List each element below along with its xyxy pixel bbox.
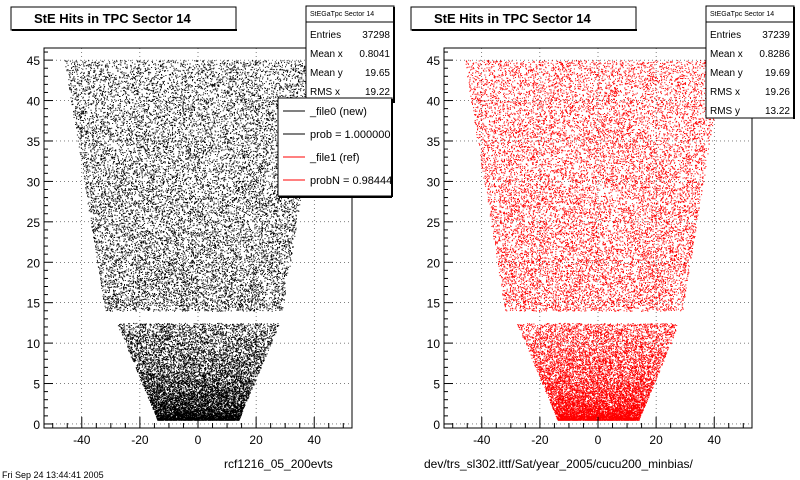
left-stats-name: StEGaTpc Sector 14 <box>310 11 374 18</box>
left-chart-title: StE Hits in TPC Sector 14 <box>34 11 192 26</box>
right-x-axis-label: dev/trs_sl302.ittf/Sat/year_2005/cucu200… <box>424 457 693 471</box>
left-panel: StE Hits in TPC Sector 14 0 5 10 15 20 25 30 35… <box>10 5 395 471</box>
y-tick-label: 20 <box>427 256 441 270</box>
y-tick-label: 25 <box>427 216 441 230</box>
x-tick-label: 40 <box>708 433 722 447</box>
stats-label: RMS y <box>710 106 740 117</box>
stats-label: Entries <box>710 30 741 41</box>
left-x-axis-label: rcf1216_05_200evts <box>224 457 333 471</box>
stats-value: 0.8041 <box>359 49 390 60</box>
y-tick-label: 5 <box>433 378 440 392</box>
y-tick-label: 5 <box>33 378 40 392</box>
stats-value: 37298 <box>362 30 390 41</box>
x-tick-label: 20 <box>649 433 663 447</box>
y-tick-label: 0 <box>433 418 440 432</box>
left-scatter-points <box>64 60 324 421</box>
stats-label: Entries <box>310 30 341 41</box>
left-stats-box: StEGaTpc Sector 14 Entries 37298 Mean x 0.8… <box>305 5 395 103</box>
y-tick-label: 15 <box>427 297 441 311</box>
y-tick-label: 20 <box>27 256 41 270</box>
stats-value: 0.8286 <box>759 49 790 60</box>
y-tick-label: 30 <box>427 175 441 189</box>
stats-label: RMS x <box>310 87 340 98</box>
right-plot-area: 0 5 10 15 20 25 30 35 40 45 -40 -20 0 20 40 <box>427 47 753 447</box>
scatter-point-cloud <box>64 60 324 421</box>
x-tick-label: -40 <box>73 433 91 447</box>
stats-label: RMS x <box>710 87 740 98</box>
stats-label: Mean x <box>310 49 343 60</box>
x-tick-label: 0 <box>195 433 202 447</box>
stats-value: 19.26 <box>765 87 790 98</box>
legend-label: prob = 1.000000 <box>310 129 390 141</box>
right-stats-box: StEGaTpc Sector 14 Entries 37239 Mean x 0.8… <box>705 5 795 119</box>
right-y-axis: 0 5 10 15 20 25 30 35 40 45 <box>427 51 453 432</box>
scatter-point-cloud <box>465 60 724 421</box>
stats-value: 19.65 <box>365 68 390 79</box>
right-stats-name: StEGaTpc Sector 14 <box>710 11 774 18</box>
legend-entries: _file0 (new) prob = 1.000000 _file1 (ref) p… <box>283 106 392 187</box>
x-tick-label: 20 <box>249 433 263 447</box>
stats-label: Mean y <box>710 68 743 79</box>
legend-label: _file1 (ref) <box>309 152 360 164</box>
legend-label: probN = 0.98444 <box>310 175 392 187</box>
x-tick-label: -20 <box>531 433 549 447</box>
x-tick-label: 40 <box>308 433 322 447</box>
y-tick-label: 45 <box>427 54 441 68</box>
y-tick-label: 40 <box>427 95 441 109</box>
y-tick-label: 35 <box>27 135 41 149</box>
left-y-axis: 0 5 10 15 20 25 30 35 40 45 <box>27 51 53 432</box>
right-chart-title: StE Hits in TPC Sector 14 <box>434 11 592 26</box>
x-tick-label: -40 <box>473 433 491 447</box>
right-stats-rows: Entries 37239 Mean x 0.8286 Mean y 19.69 RMS x… <box>710 30 790 117</box>
y-tick-label: 10 <box>27 337 41 351</box>
y-tick-label: 10 <box>427 337 441 351</box>
y-tick-label: 25 <box>27 216 41 230</box>
legend-label: _file0 (new) <box>309 106 367 118</box>
y-tick-label: 30 <box>27 175 41 189</box>
y-tick-label: 15 <box>27 297 41 311</box>
x-tick-label: 0 <box>595 433 602 447</box>
y-tick-label: 40 <box>27 95 41 109</box>
left-x-axis: -40 -20 0 20 40 <box>52 417 344 447</box>
stats-value: 19.22 <box>365 87 390 98</box>
right-title-box: StE Hits in TPC Sector 14 <box>410 6 637 31</box>
stats-label: Mean y <box>310 68 343 79</box>
print-timestamp: Fri Sep 24 13:44:41 2005 <box>2 470 104 480</box>
stats-value: 13.22 <box>765 106 790 117</box>
y-tick-label: 0 <box>33 418 40 432</box>
left-stats-rows: Entries 37298 Mean x 0.8041 Mean y 19.65 RMS x… <box>310 30 390 98</box>
stats-value: 37239 <box>762 30 790 41</box>
right-x-axis: -40 -20 0 20 40 <box>452 417 744 447</box>
stats-label: Mean x <box>710 49 743 60</box>
y-tick-label: 35 <box>427 135 441 149</box>
y-tick-label: 45 <box>27 54 41 68</box>
right-scatter-points <box>465 60 724 421</box>
right-panel: StE Hits in TPC Sector 14 0 5 10 15 20 25 30 35… <box>410 5 795 471</box>
legend: _file0 (new) prob = 1.000000 _file1 (ref) p… <box>277 97 393 198</box>
left-title-box: StE Hits in TPC Sector 14 <box>10 6 237 31</box>
stats-value: 19.69 <box>765 68 790 79</box>
x-tick-label: -20 <box>131 433 149 447</box>
